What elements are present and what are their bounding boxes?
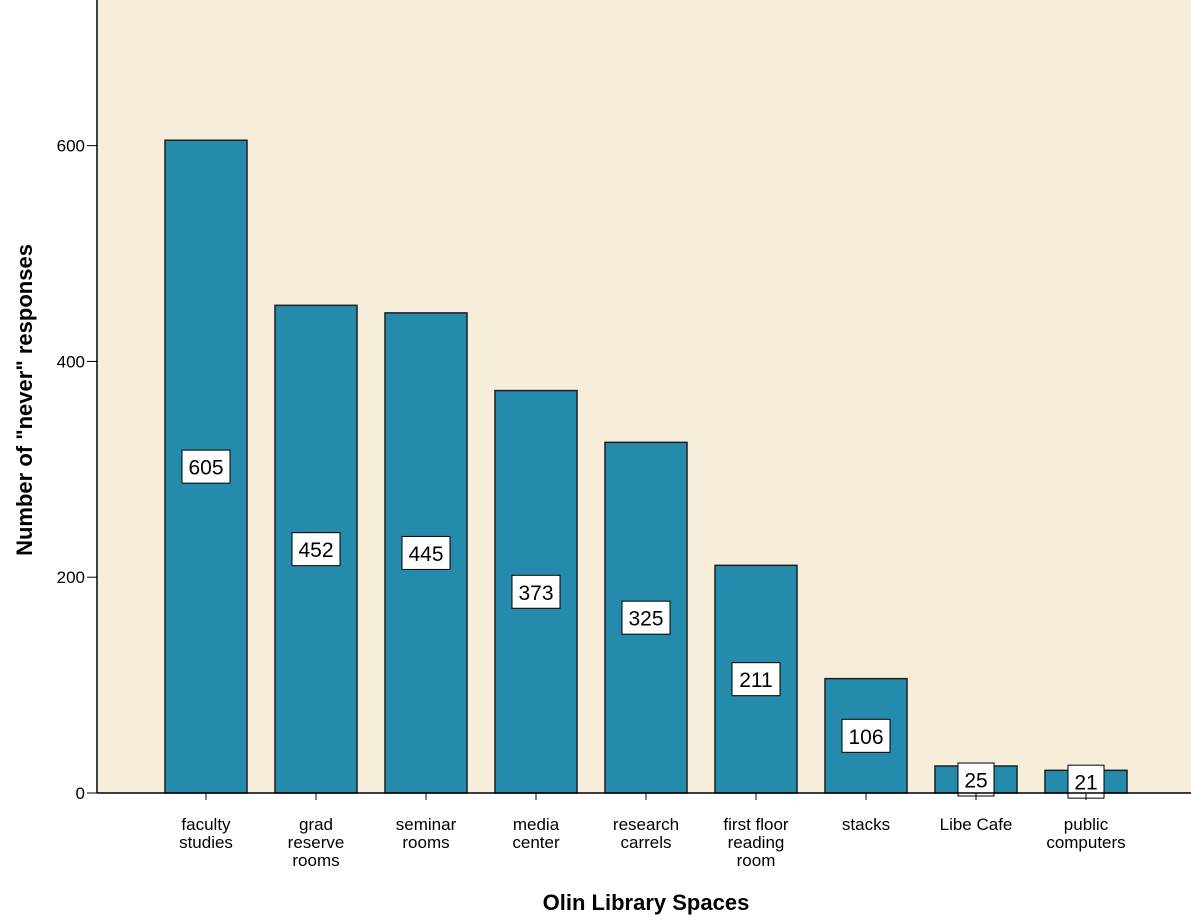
data-label: 452 [291,532,341,567]
x-tick-label: seminar rooms [396,815,457,852]
y-tick-label: 200 [57,568,85,587]
data-label-text: 452 [298,539,333,562]
data-label-text: 445 [408,543,443,566]
y-axis-title: Number of "never" responses [12,244,37,556]
data-label-box [957,762,995,797]
data-label: 605 [181,449,231,484]
data-label-text: 25 [964,770,987,793]
x-tick-label: Libe Cafe [940,815,1013,834]
data-label: 25 [957,762,995,797]
x-tick-label: stacks [842,815,890,834]
data-label-text: 106 [848,726,883,749]
y-ticks-layer: 0 200 400 600 [57,137,97,803]
x-tick-label: public computers [1046,815,1125,852]
y-tick-label: 400 [57,352,85,371]
x-tick-label: research carrels [613,815,679,852]
x-tick-label: media center [512,815,560,852]
x-tick-label: faculty studies [179,815,233,852]
data-label-box [401,535,451,570]
y-tick-label: 0 [76,784,85,803]
data-label-box [291,532,341,567]
data-label-box [621,600,671,635]
data-label-text: 325 [628,608,663,631]
data-label: 106 [841,718,891,753]
x-tick-label: first floor reading room [723,815,789,870]
data-label-text: 605 [188,457,223,480]
data-label-text: 21 [1074,772,1097,795]
x-axis-title: Olin Library Spaces [543,890,750,915]
y-tick-label: 600 [57,137,85,156]
data-label: 325 [621,600,671,635]
data-label: 211 [731,662,781,697]
data-label-box [841,718,891,753]
data-label-box [511,574,561,609]
x-categories-layer: faculty studies grad reserve rooms seminar roo… [179,793,1126,870]
data-label: 373 [511,574,561,609]
data-label-text: 373 [518,582,553,605]
data-label-box [181,449,231,484]
data-label-box [731,662,781,697]
x-tick-label: grad reserve rooms [288,815,345,870]
data-label-text: 211 [739,669,772,692]
data-label: 445 [401,535,451,570]
data-labels-layer: 605 452 445 373 325 211 106 25 21 [181,449,1105,799]
